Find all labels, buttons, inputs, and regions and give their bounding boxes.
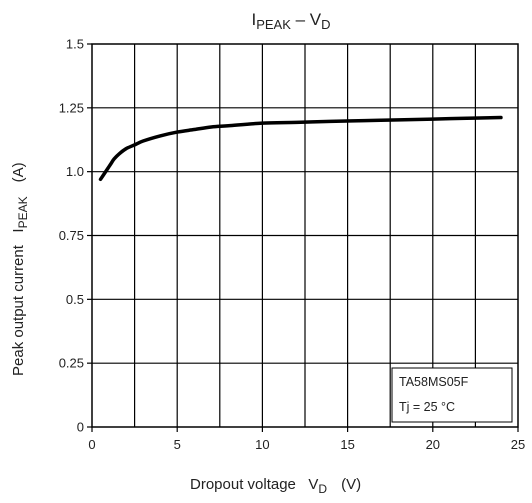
x-tick-labels: 0 5 10 15 20 25 (88, 437, 525, 452)
annotation-line-2: Tj = 25 °C (399, 400, 455, 414)
chart-title-mid: – V (291, 10, 322, 29)
y-tick-label: 1.25 (59, 100, 84, 115)
x-tick-label: 5 (174, 437, 181, 452)
axis-ticks (87, 43, 519, 432)
y-axis-label-main: Peak output current I (10, 228, 27, 376)
y-tick-label: 0.25 (59, 356, 84, 371)
x-tick-label: 15 (340, 437, 354, 452)
x-axis-label-sub: D (318, 482, 327, 496)
chart-title-main: I (251, 10, 256, 29)
chart-title-sub2: D (321, 17, 330, 32)
y-tick-label: 1.0 (66, 164, 84, 179)
y-tick-label: 0 (77, 420, 84, 435)
grid (92, 44, 518, 427)
chart-title: IPEAK – VD (251, 10, 330, 32)
y-tick-label: 0.75 (59, 228, 84, 243)
series-group (98, 115, 503, 182)
y-axis-label-unit: (A) (10, 162, 27, 182)
y-axis-label: Peak output current IPEAK (A) (10, 162, 30, 376)
series-line (98, 115, 503, 182)
y-tick-label: 1.5 (66, 37, 84, 52)
x-axis-label: Dropout voltage VD (V) (190, 476, 361, 496)
y-tick-label: 0.5 (66, 292, 84, 307)
y-tick-labels: 0 0.25 0.5 0.75 1.0 1.25 1.5 (59, 37, 84, 435)
y-axis-label-sub: PEAK (16, 196, 30, 228)
x-tick-label: 10 (255, 437, 269, 452)
x-tick-label: 0 (88, 437, 95, 452)
x-tick-label: 25 (511, 437, 525, 452)
chart-title-sub1: PEAK (256, 17, 291, 32)
x-tick-label: 20 (426, 437, 440, 452)
x-axis-label-unit: (V) (341, 476, 361, 493)
annotation-line-1: TA58MS05F (399, 375, 469, 389)
annotation-box (391, 367, 513, 423)
x-axis-label-main: Dropout voltage V (190, 476, 318, 493)
